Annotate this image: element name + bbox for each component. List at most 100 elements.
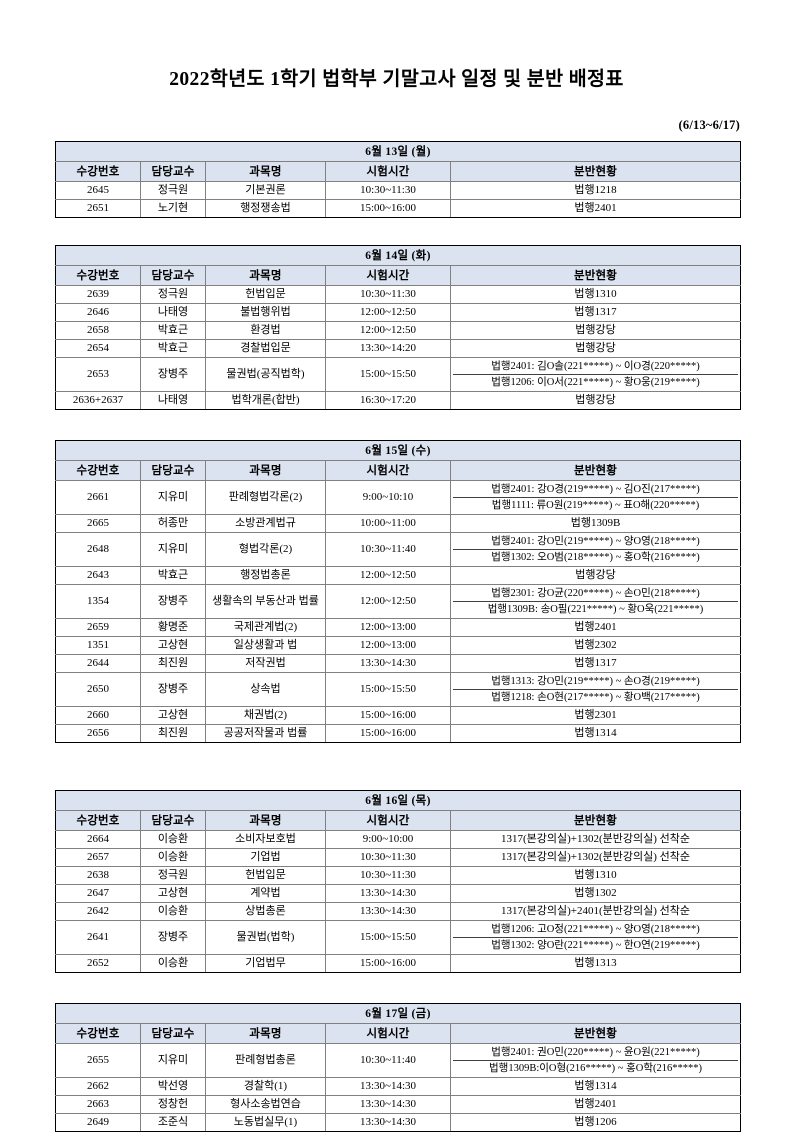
column-header-exam-time: 시험시간 — [325, 460, 451, 482]
table-row: 2665 허종만 소방관계법규 10:00~11:00 법행1309B — [55, 514, 742, 534]
cell-subject: 판례형법각론(2) — [205, 480, 326, 516]
table-date-header: 6월 17일 (금) — [54, 1003, 742, 1025]
schedule-table-1: 6월 13일 (월) 수강번호 담당교수 과목명 시험시간 분반현황 2645 정극원 기본권론… — [54, 141, 742, 219]
table-row: 2653 장병주 물권법(공직법학) 15:00~15:50 법행2401: 김O솔(2… — [55, 357, 742, 393]
cell-subject: 경찰학(1) — [205, 1077, 326, 1097]
cell-room-status: 법행2401: 권O민(220*****) ~ 윤O원(221*****) 법행1… — [449, 1043, 742, 1079]
cell-course-no: 2662 — [55, 1077, 141, 1097]
table-row: 2648 지유미 형법각론(2) 10:30~11:40 법행2401: 강O민(219… — [55, 532, 742, 568]
cell-subject: 환경법 — [205, 321, 326, 341]
cell-room-status: 법행1313 — [449, 954, 742, 974]
cell-professor: 노기현 — [140, 199, 206, 219]
cell-professor: 정창헌 — [140, 1095, 206, 1115]
cell-course-no: 2665 — [55, 514, 141, 534]
column-header-professor: 담당교수 — [140, 161, 206, 183]
table-row: 2652 이승환 기업법무 15:00~16:00 법행1313 — [55, 954, 742, 974]
cell-course-no: 2663 — [55, 1095, 141, 1115]
table-row: 2647 고상현 계약법 13:30~14:30 법행1302 — [55, 884, 742, 904]
table-date-header: 6월 13일 (월) — [54, 141, 742, 163]
column-header-professor: 담당교수 — [140, 460, 206, 482]
cell-room-status: 법행1310 — [449, 285, 742, 305]
cell-exam-time: 10:30~11:40 — [325, 1043, 451, 1079]
cell-room-status: 법행1206 — [449, 1113, 742, 1132]
cell-room-status: 법행2401: 김O솔(221*****) ~ 이O경(220*****) 법행1… — [449, 357, 742, 393]
cell-subject: 계약법 — [205, 884, 326, 904]
schedule-tables-container: 6월 13일 (월) 수강번호 담당교수 과목명 시험시간 분반현황 2645 정극원 기본권론… — [0, 133, 793, 1132]
cell-exam-time: 13:30~14:30 — [325, 654, 451, 674]
room-assignment-line: 법행1206: 고O정(221*****) ~ 양O영(218*****) — [491, 924, 700, 936]
cell-professor: 나태영 — [140, 303, 206, 323]
cell-course-no: 2649 — [55, 1113, 141, 1132]
cell-subject: 형법각론(2) — [205, 532, 326, 568]
cell-course-no: 2638 — [55, 866, 141, 886]
column-header-room-status: 분반현황 — [449, 460, 742, 482]
table-row: 2658 박효근 환경법 12:00~12:50 법행강당 — [55, 321, 742, 341]
room-assignment-line: 법행1309B:이O형(216*****) ~ 홍O학(216*****) — [453, 1060, 739, 1076]
cell-room-status: 법행2401: 강O민(219*****) ~ 양O영(218*****) 법행1… — [449, 532, 742, 568]
cell-subject: 판례형법총론 — [205, 1043, 326, 1079]
cell-room-status: 법행1317 — [449, 654, 742, 674]
table-row: 2654 박효근 경찰법입문 13:30~14:20 법행강당 — [55, 339, 742, 359]
cell-exam-time: 10:30~11:30 — [325, 848, 451, 868]
cell-subject: 노동법실무(1) — [205, 1113, 326, 1132]
cell-professor: 황명준 — [140, 618, 206, 638]
table-column-header: 수강번호 담당교수 과목명 시험시간 분반현황 — [55, 161, 742, 183]
cell-professor: 이승환 — [140, 830, 206, 850]
schedule-table-2: 6월 14일 (화) 수강번호 담당교수 과목명 시험시간 분반현황 2639 정극원 헌법입문… — [54, 245, 742, 411]
table-date-header: 6월 15일 (수) — [54, 440, 742, 462]
cell-course-no: 2659 — [55, 618, 141, 638]
cell-room-status: 법행1313: 강O민(219*****) ~ 손O경(219*****) 법행1… — [449, 672, 742, 708]
cell-subject: 헌법입문 — [205, 285, 326, 305]
cell-room-status: 1317(본강의실)+1302(분반강의실) 선착순 — [449, 830, 742, 850]
cell-subject: 경찰법입문 — [205, 339, 326, 359]
date-label: 6월 13일 (월) — [54, 141, 742, 163]
cell-room-status: 법행강당 — [449, 391, 742, 411]
cell-professor: 허종만 — [140, 514, 206, 534]
room-assignment-line: 법행2301: 강O균(220*****) ~ 손O민(218*****) — [491, 588, 700, 600]
cell-course-no: 2641 — [55, 920, 141, 956]
cell-room-status: 법행1206: 고O정(221*****) ~ 양O영(218*****) 법행1… — [449, 920, 742, 956]
cell-room-status: 법행1314 — [449, 1077, 742, 1097]
cell-subject: 물권법(공직법학) — [205, 357, 326, 393]
cell-course-no: 2661 — [55, 480, 141, 516]
cell-professor: 장병주 — [140, 357, 206, 393]
room-assignment-line: 법행2401: 강O민(219*****) ~ 양O영(218*****) — [491, 536, 700, 548]
cell-exam-time: 13:30~14:30 — [325, 902, 451, 922]
table-row: 2649 조준식 노동법실무(1) 13:30~14:30 법행1206 — [55, 1113, 742, 1132]
room-assignment-line: 법행1111: 류O원(219*****) ~ 표O해(220*****) — [453, 497, 739, 513]
column-header-exam-time: 시험시간 — [325, 265, 451, 287]
column-header-course-no: 수강번호 — [55, 460, 141, 482]
cell-course-no: 2645 — [55, 181, 141, 201]
cell-exam-time: 16:30~17:20 — [325, 391, 451, 411]
table-column-header: 수강번호 담당교수 과목명 시험시간 분반현황 — [55, 460, 742, 482]
page-title: 2022학년도 1학기 법학부 기말고사 일정 및 분반 배정표 — [169, 69, 624, 90]
column-header-exam-time: 시험시간 — [325, 1023, 451, 1045]
column-header-room-status: 분반현황 — [449, 1023, 742, 1045]
table-row: 2663 정창헌 형사소송법연습 13:30~14:30 법행2401 — [55, 1095, 742, 1115]
cell-room-status: 법행1218 — [449, 181, 742, 201]
cell-exam-time: 15:00~16:00 — [325, 199, 451, 219]
cell-exam-time: 12:00~13:00 — [325, 636, 451, 656]
table-column-header: 수강번호 담당교수 과목명 시험시간 분반현황 — [55, 265, 742, 287]
cell-professor: 지유미 — [140, 1043, 206, 1079]
column-header-subject: 과목명 — [205, 161, 326, 183]
cell-subject: 기업법무 — [205, 954, 326, 974]
cell-course-no: 2643 — [55, 566, 141, 586]
cell-professor: 박효근 — [140, 321, 206, 341]
table-gap — [55, 410, 740, 440]
cell-professor: 정극원 — [140, 866, 206, 886]
cell-subject: 저작권법 — [205, 654, 326, 674]
cell-room-status: 법행1309B — [449, 514, 742, 534]
table-row: 1354 장병주 생활속의 부동산과 법률 12:00~12:50 법행2301: 강O… — [55, 584, 742, 620]
date-range-label: (6/13~6/17) — [678, 118, 740, 133]
cell-professor: 박효근 — [140, 339, 206, 359]
cell-subject: 헌법입문 — [205, 866, 326, 886]
cell-subject: 행정쟁송법 — [205, 199, 326, 219]
date-label: 6월 17일 (금) — [54, 1003, 742, 1025]
table-row: 2643 박효근 행정법총론 12:00~12:50 법행강당 — [55, 566, 742, 586]
cell-room-status: 법행2401: 강O경(219*****) ~ 김O진(217*****) 법행1… — [449, 480, 742, 516]
cell-subject: 불법행위법 — [205, 303, 326, 323]
cell-room-status: 1317(본강의실)+1302(분반강의실) 선착순 — [449, 848, 742, 868]
cell-professor: 정극원 — [140, 285, 206, 305]
